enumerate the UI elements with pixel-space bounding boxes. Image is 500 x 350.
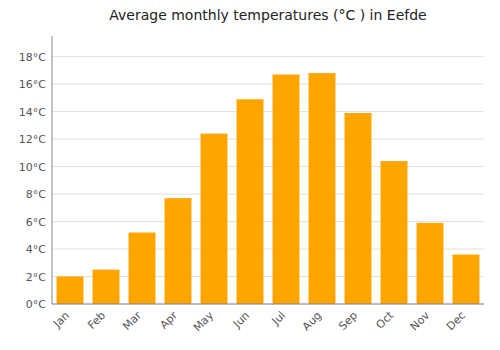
bar xyxy=(309,73,336,304)
bar xyxy=(93,270,120,304)
x-tick-label: Mar xyxy=(120,309,144,333)
grid-line xyxy=(52,56,484,57)
x-tick-label: Jul xyxy=(269,309,288,328)
x-tick-label: Feb xyxy=(85,309,108,332)
grid xyxy=(52,57,484,304)
grid-line xyxy=(52,111,484,112)
y-tick-label: 12°C xyxy=(19,133,46,146)
title: Average monthly temperatures (°C ) in Ee… xyxy=(109,7,426,23)
y-tick-label: 0°C xyxy=(26,298,46,311)
bar xyxy=(417,223,444,304)
x-tick-label: Dec xyxy=(444,309,468,333)
grid-line xyxy=(52,304,484,305)
y-tick-label: 18°C xyxy=(19,51,46,64)
chart: Average monthly temperatures (°C ) in Ee… xyxy=(0,0,500,350)
grid-line xyxy=(52,221,484,222)
bar xyxy=(453,255,480,304)
x-tick-label: Jan xyxy=(50,309,72,331)
grid-line xyxy=(52,84,484,85)
grid-line xyxy=(52,139,484,140)
grid-line xyxy=(52,194,484,195)
grid-line xyxy=(52,166,484,167)
y-tick-label: 16°C xyxy=(19,78,46,91)
y-tick-label: 14°C xyxy=(19,106,46,119)
bar xyxy=(345,113,372,304)
y-axis-line xyxy=(52,36,53,304)
x-axis-line xyxy=(52,304,484,305)
bars xyxy=(57,73,480,304)
y-tick-label: 6°C xyxy=(26,216,46,229)
x-tick-label: Aug xyxy=(300,309,324,333)
bar xyxy=(381,161,408,304)
x-tick-label: Oct xyxy=(373,308,396,331)
bar xyxy=(201,134,228,304)
x-tick-label: Nov xyxy=(408,309,433,334)
x-tick-label: Jun xyxy=(230,309,252,331)
y-tick-label: 10°C xyxy=(19,161,46,174)
y-tick-label: 2°C xyxy=(26,271,46,284)
x-tick-label: May xyxy=(191,309,217,335)
bar xyxy=(129,233,156,304)
y-tick-label: 8°C xyxy=(26,188,46,201)
bar xyxy=(273,74,300,304)
y-tick-label: 4°C xyxy=(26,243,46,256)
x-tick-label: Apr xyxy=(157,309,180,332)
bar xyxy=(165,198,192,304)
bar xyxy=(57,277,84,304)
bar xyxy=(237,99,264,304)
x-tick-label: Sep xyxy=(336,309,360,333)
